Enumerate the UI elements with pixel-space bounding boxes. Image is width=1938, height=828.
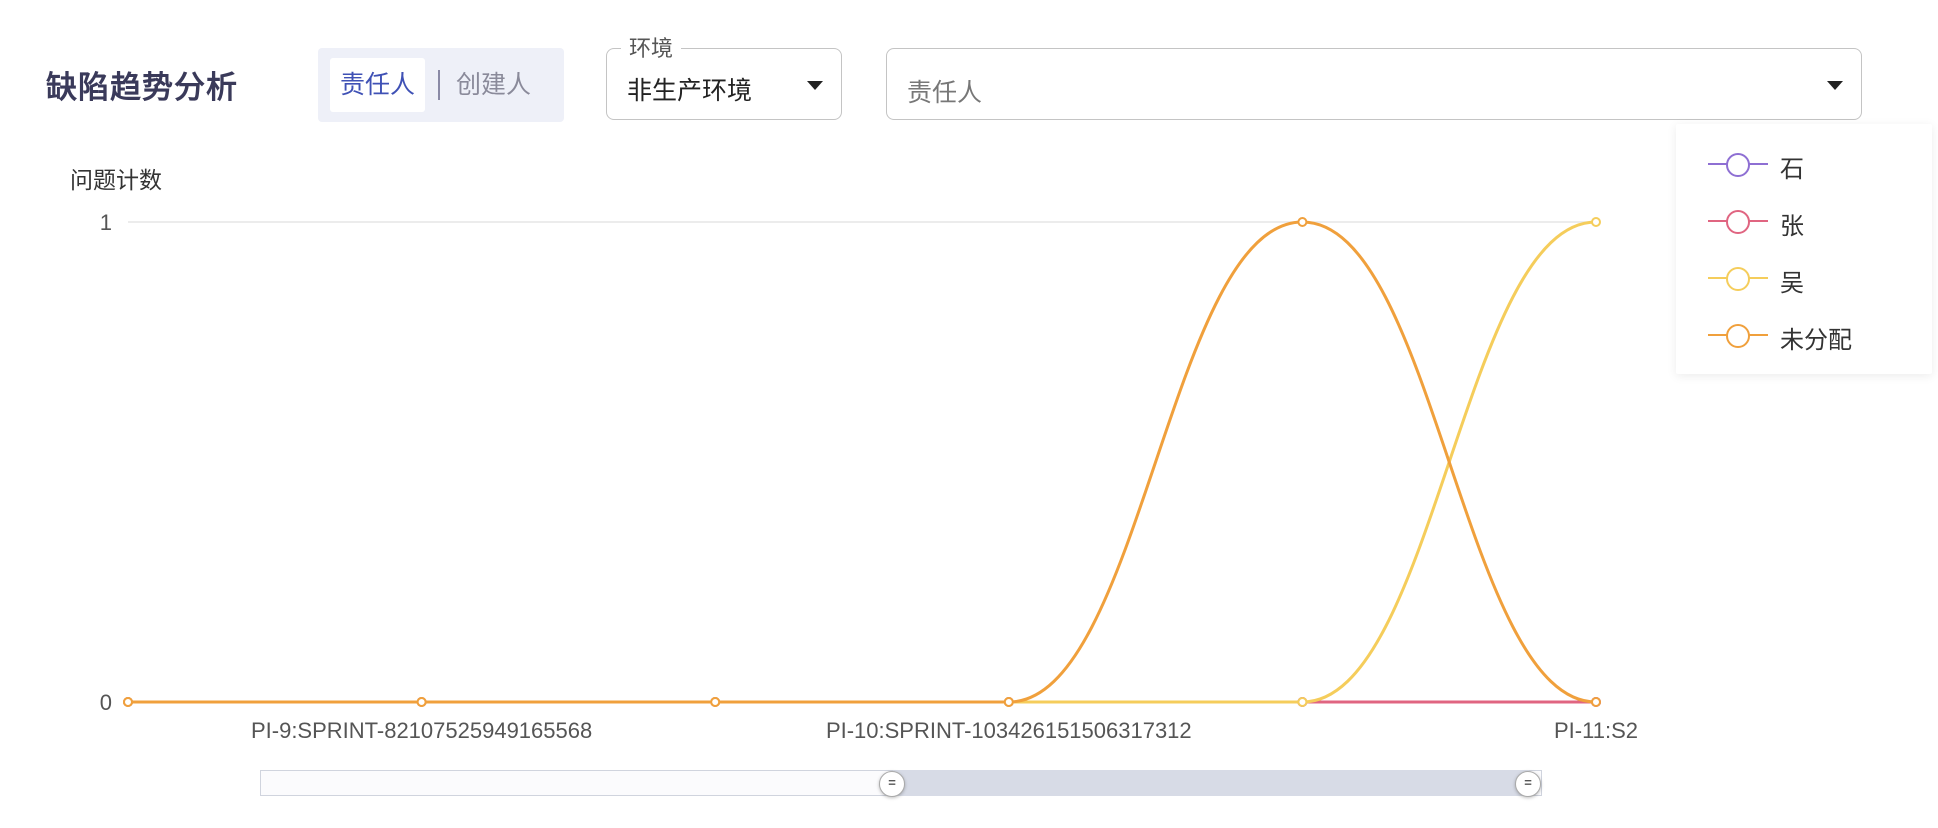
data-point: [416, 697, 427, 707]
legend-circle-marker: [1726, 210, 1750, 234]
y-axis-title: 问题计数: [70, 167, 162, 193]
toggle-creator[interactable]: 创建人: [456, 71, 532, 99]
legend-circle-marker: [1726, 267, 1750, 291]
x-tick-label: PI-11:S2: [1554, 718, 1638, 743]
legend-item[interactable]: 石: [1708, 146, 1908, 183]
series-line: [127, 220, 1597, 704]
y-tick-label: 1: [100, 210, 112, 235]
legend-label: 石: [1780, 156, 1804, 183]
chart-legend: 石张吴未分配: [1676, 124, 1932, 374]
zoom-slider-handle-end[interactable]: =: [1515, 771, 1541, 797]
legend-label: 未分配: [1780, 327, 1852, 354]
x-tick-label: PI-9:SPRINT-82107525949165568: [251, 718, 592, 743]
y-tick-label: 0: [100, 690, 112, 715]
data-point: [1297, 217, 1308, 227]
legend-label: 张: [1780, 213, 1804, 240]
toggle-divider: [438, 70, 440, 100]
legend-circle-marker: [1726, 324, 1750, 348]
environment-value: 非生产环境: [627, 77, 753, 105]
caret-down-icon: [1827, 81, 1843, 90]
zoom-slider-handle-start[interactable]: =: [879, 771, 905, 797]
data-point: [1297, 697, 1308, 707]
legend-item[interactable]: 吴: [1708, 260, 1908, 297]
owner-select[interactable]: 责任人: [886, 48, 1862, 120]
data-point: [1003, 697, 1014, 707]
page-title: 缺陷趋势分析: [46, 70, 238, 105]
data-point: [123, 697, 133, 707]
zoom-slider-range[interactable]: [893, 770, 1529, 796]
owner-creator-toggle: 责任人 创建人: [318, 48, 564, 122]
legend-item[interactable]: 张: [1708, 203, 1908, 240]
toggle-owner[interactable]: 责任人: [330, 58, 426, 112]
legend-item[interactable]: 未分配: [1708, 317, 1908, 354]
legend-label: 吴: [1780, 270, 1804, 297]
data-point: [710, 697, 721, 707]
series-line: [127, 220, 1597, 704]
owner-placeholder: 责任人: [907, 79, 983, 107]
environment-label: 环境: [621, 31, 682, 63]
environment-select[interactable]: 环境 非生产环境: [606, 31, 842, 120]
legend-circle-marker: [1726, 153, 1750, 177]
data-point: [1591, 697, 1601, 707]
data-point: [1591, 217, 1601, 227]
x-tick-label: PI-10:SPRINT-103426151506317312: [826, 718, 1192, 743]
caret-down-icon: [807, 81, 823, 90]
